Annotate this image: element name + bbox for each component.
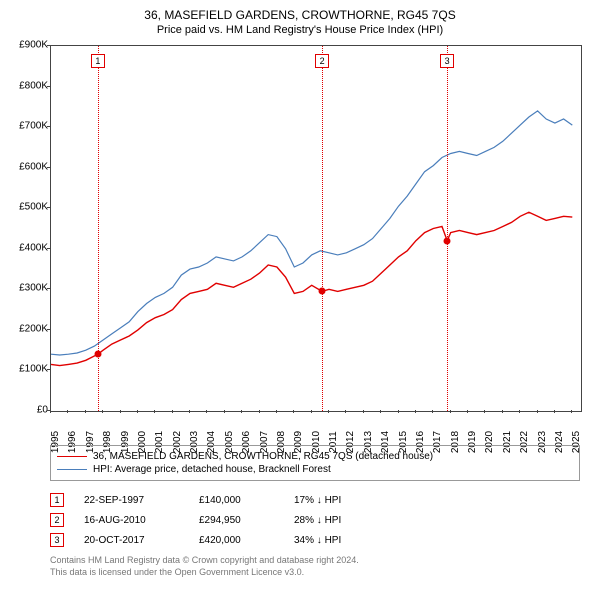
- event-marker-box: 2: [50, 513, 64, 527]
- y-tick-label: £800K: [3, 80, 48, 91]
- plot-area: 1 2 3: [50, 45, 582, 412]
- y-tick-label: £400K: [3, 242, 48, 253]
- series-line: [51, 111, 572, 355]
- legend-swatch: [57, 469, 87, 470]
- event-diff: 34% ↓ HPI: [294, 535, 404, 546]
- event-marker-box: 3: [440, 54, 454, 68]
- event-date: 16-AUG-2010: [84, 515, 179, 526]
- event-marker-box: 1: [50, 493, 64, 507]
- y-tick-label: £100K: [3, 364, 48, 375]
- event-date: 20-OCT-2017: [84, 535, 179, 546]
- chart-title: 36, MASEFIELD GARDENS, CROWTHORNE, RG45 …: [0, 0, 600, 22]
- event-diff: 17% ↓ HPI: [294, 495, 404, 506]
- chart-subtitle: Price paid vs. HM Land Registry's House …: [0, 22, 600, 40]
- event-marker-box: 2: [315, 54, 329, 68]
- attribution: Contains HM Land Registry data © Crown c…: [50, 555, 580, 578]
- chart-lines: [51, 46, 581, 411]
- y-tick-label: £900K: [3, 40, 48, 51]
- event-vline: [322, 46, 323, 411]
- event-dot: [444, 237, 451, 244]
- attribution-line: This data is licensed under the Open Gov…: [50, 567, 580, 579]
- event-dot: [94, 351, 101, 358]
- event-dot: [319, 288, 326, 295]
- legend-label: HPI: Average price, detached house, Brac…: [93, 464, 331, 475]
- event-row: 3 20-OCT-2017 £420,000 34% ↓ HPI: [50, 530, 580, 550]
- y-tick-label: £500K: [3, 202, 48, 213]
- legend-swatch: [57, 456, 87, 457]
- event-marker-box: 1: [91, 54, 105, 68]
- y-tick-label: £600K: [3, 161, 48, 172]
- legend: 36, MASEFIELD GARDENS, CROWTHORNE, RG45 …: [50, 445, 580, 481]
- legend-row: 36, MASEFIELD GARDENS, CROWTHORNE, RG45 …: [57, 450, 573, 463]
- legend-label: 36, MASEFIELD GARDENS, CROWTHORNE, RG45 …: [93, 451, 433, 462]
- legend-row: HPI: Average price, detached house, Brac…: [57, 463, 573, 476]
- event-price: £420,000: [199, 535, 274, 546]
- event-vline: [447, 46, 448, 411]
- y-tick-label: £200K: [3, 323, 48, 334]
- series-line: [51, 212, 572, 365]
- y-tick-label: £0: [3, 405, 48, 416]
- event-row: 2 16-AUG-2010 £294,950 28% ↓ HPI: [50, 510, 580, 530]
- y-tick-label: £700K: [3, 121, 48, 132]
- y-tick-label: £300K: [3, 283, 48, 294]
- event-price: £294,950: [199, 515, 274, 526]
- attribution-line: Contains HM Land Registry data © Crown c…: [50, 555, 580, 567]
- event-date: 22-SEP-1997: [84, 495, 179, 506]
- events-table: 1 22-SEP-1997 £140,000 17% ↓ HPI 2 16-AU…: [50, 490, 580, 550]
- event-row: 1 22-SEP-1997 £140,000 17% ↓ HPI: [50, 490, 580, 510]
- event-price: £140,000: [199, 495, 274, 506]
- event-diff: 28% ↓ HPI: [294, 515, 404, 526]
- chart-container: 36, MASEFIELD GARDENS, CROWTHORNE, RG45 …: [0, 0, 600, 590]
- event-marker-box: 3: [50, 533, 64, 547]
